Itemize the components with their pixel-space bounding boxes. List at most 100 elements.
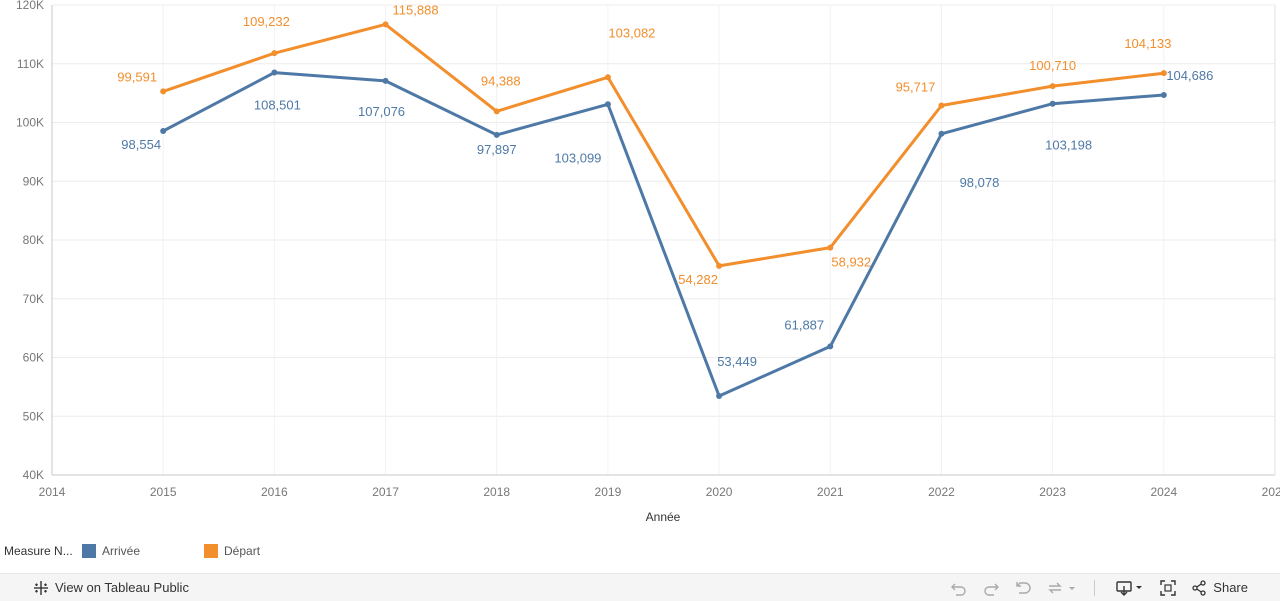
legend-label-depart: Départ: [224, 544, 261, 558]
data-point[interactable]: [604, 74, 611, 81]
data-point[interactable]: [1049, 100, 1056, 107]
share-button[interactable]: Share: [1191, 579, 1248, 596]
data-labels: 98,554 108,501 107,076 97,897 103,099 53,449 6…: [117, 2, 1213, 369]
y-tick-label: 110K: [17, 57, 44, 71]
refresh-button[interactable]: [1046, 580, 1076, 596]
data-point[interactable]: [493, 131, 500, 138]
data-point[interactable]: [716, 392, 723, 399]
data-label: 115,888: [393, 2, 439, 17]
x-tick-label: 2022: [928, 485, 955, 499]
x-tick-label: 2018: [483, 485, 510, 499]
x-tick-label: 2017: [372, 485, 399, 499]
data-label: 53,449: [717, 354, 757, 369]
data-point[interactable]: [1049, 83, 1056, 90]
refresh-icon: [1048, 582, 1076, 593]
series-lines: [162, 22, 1164, 398]
data-point[interactable]: [160, 88, 167, 95]
x-tick-label: 2020: [706, 485, 733, 499]
data-label: 103,198: [1045, 138, 1092, 153]
y-tick-label: 70K: [23, 292, 44, 306]
download-button[interactable]: [1115, 579, 1145, 597]
y-tick-label: 50K: [23, 409, 44, 423]
data-label: 97,897: [477, 142, 517, 157]
legend: Measure N... Arrivée Départ: [4, 542, 320, 560]
legend-title: Measure N...: [4, 544, 73, 558]
data-label: 104,686: [1166, 68, 1213, 83]
download-icon: [1116, 580, 1143, 596]
x-axis-title: Année: [646, 510, 681, 524]
x-tick-label: 2023: [1039, 485, 1066, 499]
data-point[interactable]: [604, 101, 611, 108]
data-label: 108,501: [254, 98, 301, 113]
data-label: 61,887: [784, 317, 824, 332]
data-label: 58,932: [831, 255, 871, 270]
tableau-toolbar: View on Tableau Public: [0, 573, 1280, 601]
data-label: 107,076: [358, 104, 405, 119]
data-label: 99,591: [117, 69, 157, 84]
legend-swatch-arrivee: [82, 544, 96, 558]
data-label: 100,710: [1029, 58, 1076, 73]
x-tick-label: 2016: [261, 485, 288, 499]
data-point[interactable]: [382, 77, 389, 84]
data-point[interactable]: [271, 69, 278, 76]
data-label: 103,082: [608, 25, 655, 40]
data-point[interactable]: [493, 108, 500, 115]
data-point[interactable]: [938, 130, 945, 137]
series-line-arrivee[interactable]: [162, 71, 1164, 398]
data-point[interactable]: [827, 343, 834, 350]
data-label: 98,078: [960, 175, 1000, 190]
data-label: 95,717: [896, 79, 936, 94]
data-label: 94,388: [481, 73, 521, 88]
toolbar-actions: Share: [936, 574, 1248, 601]
data-point[interactable]: [382, 21, 389, 28]
gridlines: [51, 4, 1276, 476]
axes: [51, 5, 1276, 476]
fullscreen-button[interactable]: [1159, 579, 1177, 597]
series-points: [160, 21, 1167, 399]
data-label: 104,133: [1124, 36, 1171, 51]
view-on-tableau-public-label: View on Tableau Public: [55, 580, 189, 595]
x-tick-label: 2019: [595, 485, 622, 499]
series-line-depart[interactable]: [162, 22, 1164, 268]
data-label: 103,099: [554, 150, 601, 165]
legend-swatch-depart: [204, 544, 219, 558]
x-tick-label: 2021: [817, 485, 844, 499]
data-point[interactable]: [716, 262, 723, 269]
data-label: 54,282: [678, 272, 718, 287]
y-tick-label: 60K: [23, 351, 44, 365]
redo-button[interactable]: [982, 580, 1000, 596]
tick-labels: 40K 50K 60K 70K 80K 90K 100K 110K 120K 2014 2015 20…: [16, 0, 1280, 499]
x-tick-label: 2025: [1262, 485, 1280, 499]
share-label: Share: [1213, 580, 1248, 595]
share-icon: [1192, 579, 1206, 596]
legend-entry-depart[interactable]: Départ: [204, 544, 260, 558]
undo-button[interactable]: [950, 580, 968, 596]
x-tick-label: 2024: [1150, 485, 1177, 499]
fullscreen-icon: [1160, 579, 1176, 596]
legend-label-arrivee: Arrivée: [102, 544, 141, 558]
data-label: 109,232: [243, 14, 290, 29]
legend-entry-arrivee[interactable]: Arrivée: [82, 544, 140, 558]
toolbar-separator: [1094, 579, 1096, 596]
tableau-logo-icon: [34, 580, 48, 595]
x-tick-label: 2014: [39, 485, 66, 499]
data-point[interactable]: [160, 127, 167, 134]
undo-icon: [951, 583, 966, 596]
redo-icon: [984, 583, 1000, 596]
data-label: 98,554: [121, 137, 161, 152]
y-tick-label: 40K: [23, 468, 44, 482]
x-tick-label: 2015: [150, 485, 177, 499]
data-point[interactable]: [938, 102, 945, 109]
revert-button[interactable]: [1014, 580, 1032, 596]
y-tick-label: 90K: [23, 174, 44, 188]
view-on-tableau-public-link[interactable]: View on Tableau Public: [33, 580, 189, 596]
y-tick-label: 120K: [16, 0, 44, 12]
revert-icon: [1016, 581, 1031, 594]
data-point[interactable]: [271, 50, 278, 57]
data-point[interactable]: [827, 244, 834, 251]
data-point[interactable]: [1160, 70, 1167, 77]
data-point[interactable]: [1160, 91, 1167, 98]
y-tick-label: 100K: [16, 116, 44, 130]
line-chart: 98,554 108,501 107,076 97,897 103,099 53,449 6…: [16, 0, 1280, 524]
y-tick-label: 80K: [23, 233, 44, 247]
